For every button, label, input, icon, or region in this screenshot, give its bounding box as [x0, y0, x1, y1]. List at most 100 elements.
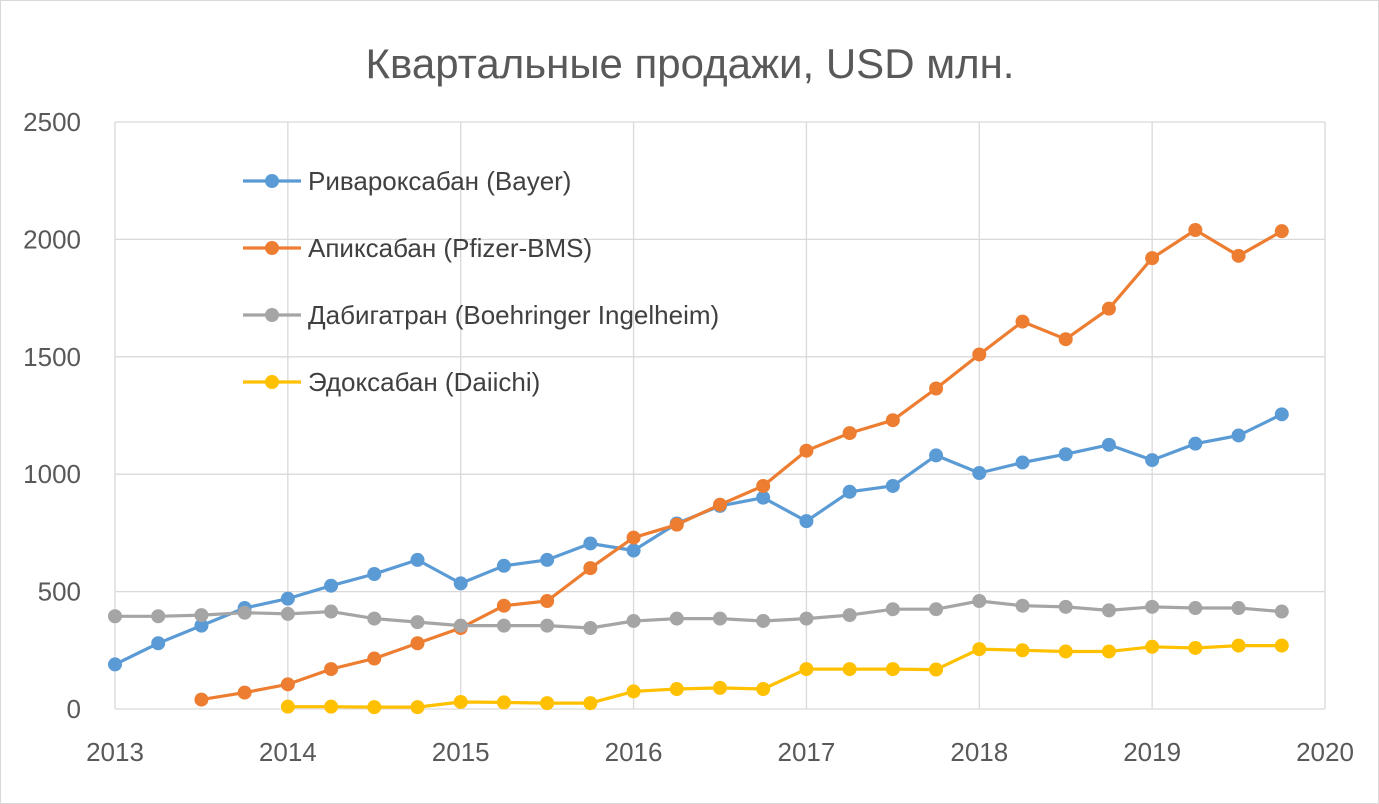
- data-point: [799, 611, 814, 626]
- data-point: [496, 558, 511, 573]
- data-point: [1058, 599, 1073, 614]
- data-point: [1145, 251, 1160, 266]
- legend-marker: [265, 308, 279, 322]
- chart-title: Квартальные продажи, USD млн.: [366, 40, 1015, 87]
- data-point: [367, 611, 382, 626]
- data-point: [324, 604, 339, 619]
- data-point: [1188, 223, 1203, 238]
- data-point: [713, 611, 727, 626]
- data-point: [842, 426, 857, 441]
- data-point: [324, 699, 339, 714]
- x-tick-label: 2018: [950, 737, 1008, 767]
- data-point: [1145, 453, 1160, 468]
- series-1: [108, 407, 1289, 672]
- data-point: [1058, 332, 1073, 347]
- data-point: [1015, 455, 1030, 470]
- legend-marker: [265, 174, 279, 188]
- legend-item: Дабигатран (Boehringer Ingelheim): [243, 300, 719, 330]
- data-point: [626, 684, 641, 699]
- y-axis-ticks: 0 500 1000 1500 2000 2500: [23, 107, 81, 724]
- data-point: [324, 578, 339, 593]
- data-point: [496, 598, 511, 613]
- data-point: [669, 682, 684, 697]
- data-point: [583, 561, 598, 576]
- data-point: [1015, 314, 1030, 329]
- data-point: [885, 478, 900, 493]
- data-point: [1058, 644, 1073, 659]
- data-point: [1058, 447, 1073, 462]
- legend-label: Ривароксабан (Bayer): [308, 166, 571, 196]
- data-point: [842, 484, 857, 499]
- data-point: [540, 618, 555, 633]
- series-line: [115, 599, 1282, 630]
- series-3: [108, 593, 1289, 635]
- legend: Ривароксабан (Bayer) Апиксабан (Pfizer-BM…: [243, 166, 719, 397]
- data-point: [1274, 224, 1289, 239]
- data-point: [108, 657, 122, 672]
- data-point: [626, 530, 641, 545]
- y-tick-label: 2000: [23, 224, 81, 254]
- y-tick-label: 1500: [23, 342, 81, 372]
- data-point: [1188, 436, 1203, 451]
- data-point: [1015, 598, 1030, 613]
- x-tick-label: 2020: [1296, 737, 1354, 767]
- x-tick-label: 2014: [259, 737, 317, 767]
- data-point: [1188, 640, 1203, 655]
- data-point: [280, 606, 295, 621]
- data-point: [1145, 599, 1160, 614]
- data-point: [669, 517, 684, 532]
- data-point: [151, 636, 166, 651]
- data-point: [1145, 639, 1160, 654]
- x-tick-label: 2013: [86, 737, 144, 767]
- data-point: [583, 620, 598, 635]
- data-point: [324, 662, 339, 677]
- legend-item: Апиксабан (Pfizer-BMS): [243, 233, 592, 263]
- data-point: [885, 662, 900, 677]
- data-point: [453, 694, 468, 709]
- data-point: [1101, 644, 1116, 659]
- data-point: [194, 618, 209, 633]
- data-point: [1015, 643, 1030, 658]
- series-line: [287, 643, 1282, 709]
- data-point: [756, 613, 771, 628]
- data-point: [1101, 437, 1116, 452]
- data-point: [280, 677, 295, 692]
- data-point: [280, 699, 295, 714]
- data-point: [367, 700, 382, 715]
- data-point: [1101, 301, 1116, 316]
- series-line: [201, 228, 1283, 702]
- data-point: [1231, 601, 1246, 616]
- data-point: [540, 696, 555, 711]
- data-point: [1274, 604, 1289, 619]
- data-point: [410, 615, 425, 630]
- data-point: [972, 593, 987, 608]
- data-point: [669, 611, 684, 626]
- series-4: [280, 638, 1289, 715]
- data-point: [1231, 638, 1246, 653]
- data-point: [583, 536, 598, 551]
- data-point: [929, 602, 944, 617]
- data-point: [756, 682, 771, 697]
- data-point: [799, 514, 814, 529]
- data-point: [410, 700, 425, 715]
- data-point: [583, 696, 598, 711]
- data-point: [972, 466, 987, 481]
- data-point: [237, 605, 252, 620]
- data-point: [885, 602, 900, 617]
- data-point: [842, 608, 857, 623]
- x-axis-ticks: 2013 2014 2015 2016 2017 2018 2019 2020: [86, 737, 1354, 767]
- data-point: [194, 692, 209, 707]
- series-2: [194, 223, 1289, 707]
- y-tick-label: 0: [67, 694, 81, 724]
- data-point: [453, 618, 468, 633]
- series-line: [114, 412, 1283, 666]
- data-point: [713, 680, 727, 695]
- data-point: [367, 566, 382, 581]
- y-tick-label: 500: [38, 577, 81, 607]
- legend-label: Эдоксабан (Daiichi): [308, 367, 540, 397]
- data-point: [410, 636, 425, 651]
- data-point: [799, 662, 814, 677]
- x-tick-label: 2017: [778, 737, 836, 767]
- data-point: [799, 443, 814, 458]
